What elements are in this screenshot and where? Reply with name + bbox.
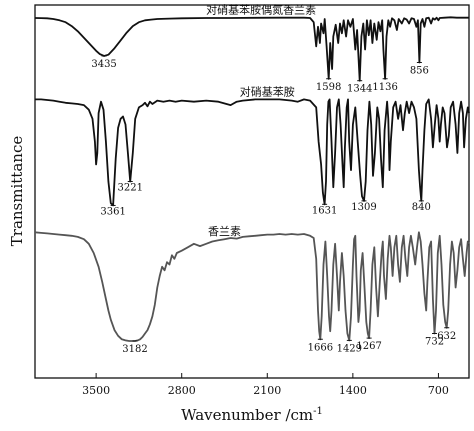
- peak-label: 1429: [337, 343, 362, 354]
- peak-label: 1344: [347, 84, 372, 95]
- series-label-nitro: 对硝基苯胺: [240, 84, 295, 98]
- x-axis-title-main: Wavenumber /cm: [181, 406, 313, 424]
- peak-label: 3435: [91, 59, 116, 70]
- plot-frame: [34, 4, 470, 379]
- peak-label: 1267: [356, 341, 381, 352]
- x-tick-label: 2100: [253, 384, 281, 397]
- spectrum-line-nitro: [35, 98, 470, 207]
- spectrum-line-vanillin: [34, 231, 470, 342]
- peak-label: 1136: [372, 82, 397, 93]
- x-tick-label: 3500: [82, 384, 110, 397]
- y-axis-title: Transmittance: [8, 136, 26, 247]
- spectra: [34, 16, 470, 342]
- peak-label: 1309: [351, 202, 376, 213]
- x-axis-title: Wavenumber /cm-1: [181, 406, 323, 424]
- x-axis-title-superscript: -1: [313, 406, 323, 417]
- peak-label: 1631: [312, 205, 337, 216]
- spectrum-line-azo: [34, 16, 469, 82]
- peak-label: 1598: [316, 82, 341, 93]
- peak-label: 3221: [118, 183, 143, 194]
- x-axis-ticks: 3500 2800 2100 1400 700: [82, 373, 449, 397]
- series-label-vanillin: 香兰素: [208, 225, 241, 238]
- peak-label: 1666: [308, 342, 333, 353]
- peak-label: 840: [412, 202, 431, 213]
- x-tick-label: 700: [428, 384, 449, 397]
- x-tick-label: 2800: [168, 384, 196, 397]
- peak-label: 3182: [122, 344, 147, 355]
- peak-label: 732: [425, 337, 444, 348]
- series-label-azo: 对硝基苯胺偶氮香兰素: [206, 3, 316, 17]
- x-tick-label: 1400: [339, 384, 367, 397]
- peak-label: 632: [437, 331, 456, 342]
- peak-label: 856: [410, 66, 429, 77]
- peak-label: 3361: [100, 206, 125, 217]
